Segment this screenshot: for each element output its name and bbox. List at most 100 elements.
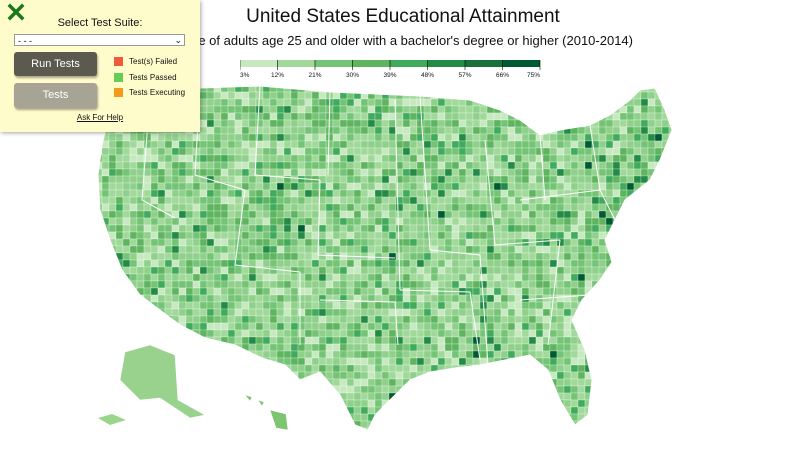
county-cell bbox=[647, 182, 656, 191]
close-icon[interactable] bbox=[7, 3, 25, 21]
county-cell bbox=[437, 406, 446, 415]
county-cell bbox=[465, 147, 474, 156]
county-cell bbox=[213, 322, 222, 331]
county-cell bbox=[444, 329, 453, 338]
county-cell bbox=[339, 336, 348, 345]
county-cell bbox=[479, 427, 488, 430]
county-cell bbox=[549, 140, 558, 149]
county-cell bbox=[465, 420, 474, 429]
county-cell bbox=[381, 420, 390, 429]
county-cell bbox=[353, 231, 362, 240]
county-cell bbox=[633, 322, 642, 331]
county-cell bbox=[115, 231, 124, 240]
county-cell bbox=[283, 161, 292, 170]
county-cell bbox=[213, 364, 222, 373]
county-cell bbox=[668, 315, 672, 324]
county-cell bbox=[486, 210, 495, 219]
county-cell bbox=[549, 322, 558, 331]
county-cell bbox=[416, 161, 425, 170]
county-cell bbox=[227, 196, 236, 205]
county-cell bbox=[423, 112, 432, 121]
county-cell bbox=[493, 231, 502, 240]
county-cell bbox=[402, 126, 411, 135]
county-cell bbox=[500, 392, 509, 401]
tests-button[interactable]: Tests bbox=[14, 83, 97, 108]
county-cell bbox=[122, 210, 131, 219]
county-cell bbox=[430, 350, 439, 359]
county-cell bbox=[325, 399, 334, 408]
county-cell bbox=[360, 280, 369, 289]
county-cell bbox=[339, 175, 348, 184]
county-cell bbox=[451, 350, 460, 359]
county-cell bbox=[479, 112, 488, 121]
county-cell bbox=[535, 245, 544, 254]
county-cell bbox=[472, 175, 481, 184]
county-cell bbox=[367, 140, 376, 149]
county-cell bbox=[304, 378, 313, 387]
county-cell bbox=[297, 315, 306, 324]
county-cell bbox=[122, 252, 131, 261]
county-cell bbox=[276, 294, 285, 303]
county-cell bbox=[311, 287, 320, 296]
county-cell bbox=[430, 371, 439, 380]
county-cell bbox=[619, 280, 628, 289]
county-cell bbox=[626, 224, 635, 233]
county-cell bbox=[458, 168, 467, 177]
county-cell bbox=[577, 399, 586, 408]
county-cell bbox=[430, 154, 439, 163]
county-cell bbox=[409, 392, 418, 401]
county-cell bbox=[430, 119, 439, 128]
county-cell bbox=[213, 392, 222, 401]
county-cell bbox=[143, 189, 152, 198]
county-cell bbox=[297, 140, 306, 149]
county-cell bbox=[115, 175, 124, 184]
county-cell bbox=[171, 161, 180, 170]
county-cell bbox=[661, 427, 670, 430]
county-cell bbox=[199, 210, 208, 219]
county-cell bbox=[486, 420, 495, 429]
county-cell bbox=[241, 91, 250, 100]
county-cell bbox=[507, 140, 516, 149]
county-cell bbox=[549, 203, 558, 212]
county-cell bbox=[325, 203, 334, 212]
county-cell bbox=[437, 119, 446, 128]
county-cell bbox=[234, 364, 243, 373]
county-cell bbox=[276, 280, 285, 289]
county-cell bbox=[248, 357, 257, 366]
county-cell bbox=[549, 427, 558, 430]
ask-for-help-link[interactable]: Ask For Help bbox=[76, 113, 124, 122]
county-cell bbox=[171, 231, 180, 240]
county-cell bbox=[311, 364, 320, 373]
test-suite-select[interactable]: - - - ⌄ bbox=[14, 34, 185, 46]
run-tests-button[interactable]: Run Tests bbox=[14, 52, 97, 76]
county-cell bbox=[220, 196, 229, 205]
county-cell bbox=[150, 329, 159, 338]
county-cell bbox=[640, 413, 649, 422]
county-cell bbox=[668, 371, 672, 380]
county-cell bbox=[283, 105, 292, 114]
county-cell bbox=[374, 119, 383, 128]
county-cell bbox=[227, 154, 236, 163]
county-cell bbox=[591, 266, 600, 275]
county-cell bbox=[136, 252, 145, 261]
county-cell bbox=[416, 154, 425, 163]
county-cell bbox=[98, 427, 103, 430]
county-cell bbox=[591, 420, 600, 429]
legend-tick-label: 66% bbox=[496, 72, 509, 79]
county-cell bbox=[346, 266, 355, 275]
county-cell bbox=[528, 266, 537, 275]
county-cell bbox=[122, 140, 131, 149]
county-cell bbox=[633, 259, 642, 268]
county-cell bbox=[409, 196, 418, 205]
county-cell bbox=[668, 168, 672, 177]
county-cell bbox=[542, 259, 551, 268]
county-cell bbox=[521, 182, 530, 191]
county-cell bbox=[325, 133, 334, 142]
county-cell bbox=[255, 196, 264, 205]
county-cell bbox=[150, 154, 159, 163]
county-cell bbox=[269, 119, 278, 128]
county-cell bbox=[297, 147, 306, 156]
county-cell bbox=[122, 231, 131, 240]
county-cell bbox=[199, 238, 208, 247]
legend-tick-label: 75% bbox=[527, 72, 540, 79]
